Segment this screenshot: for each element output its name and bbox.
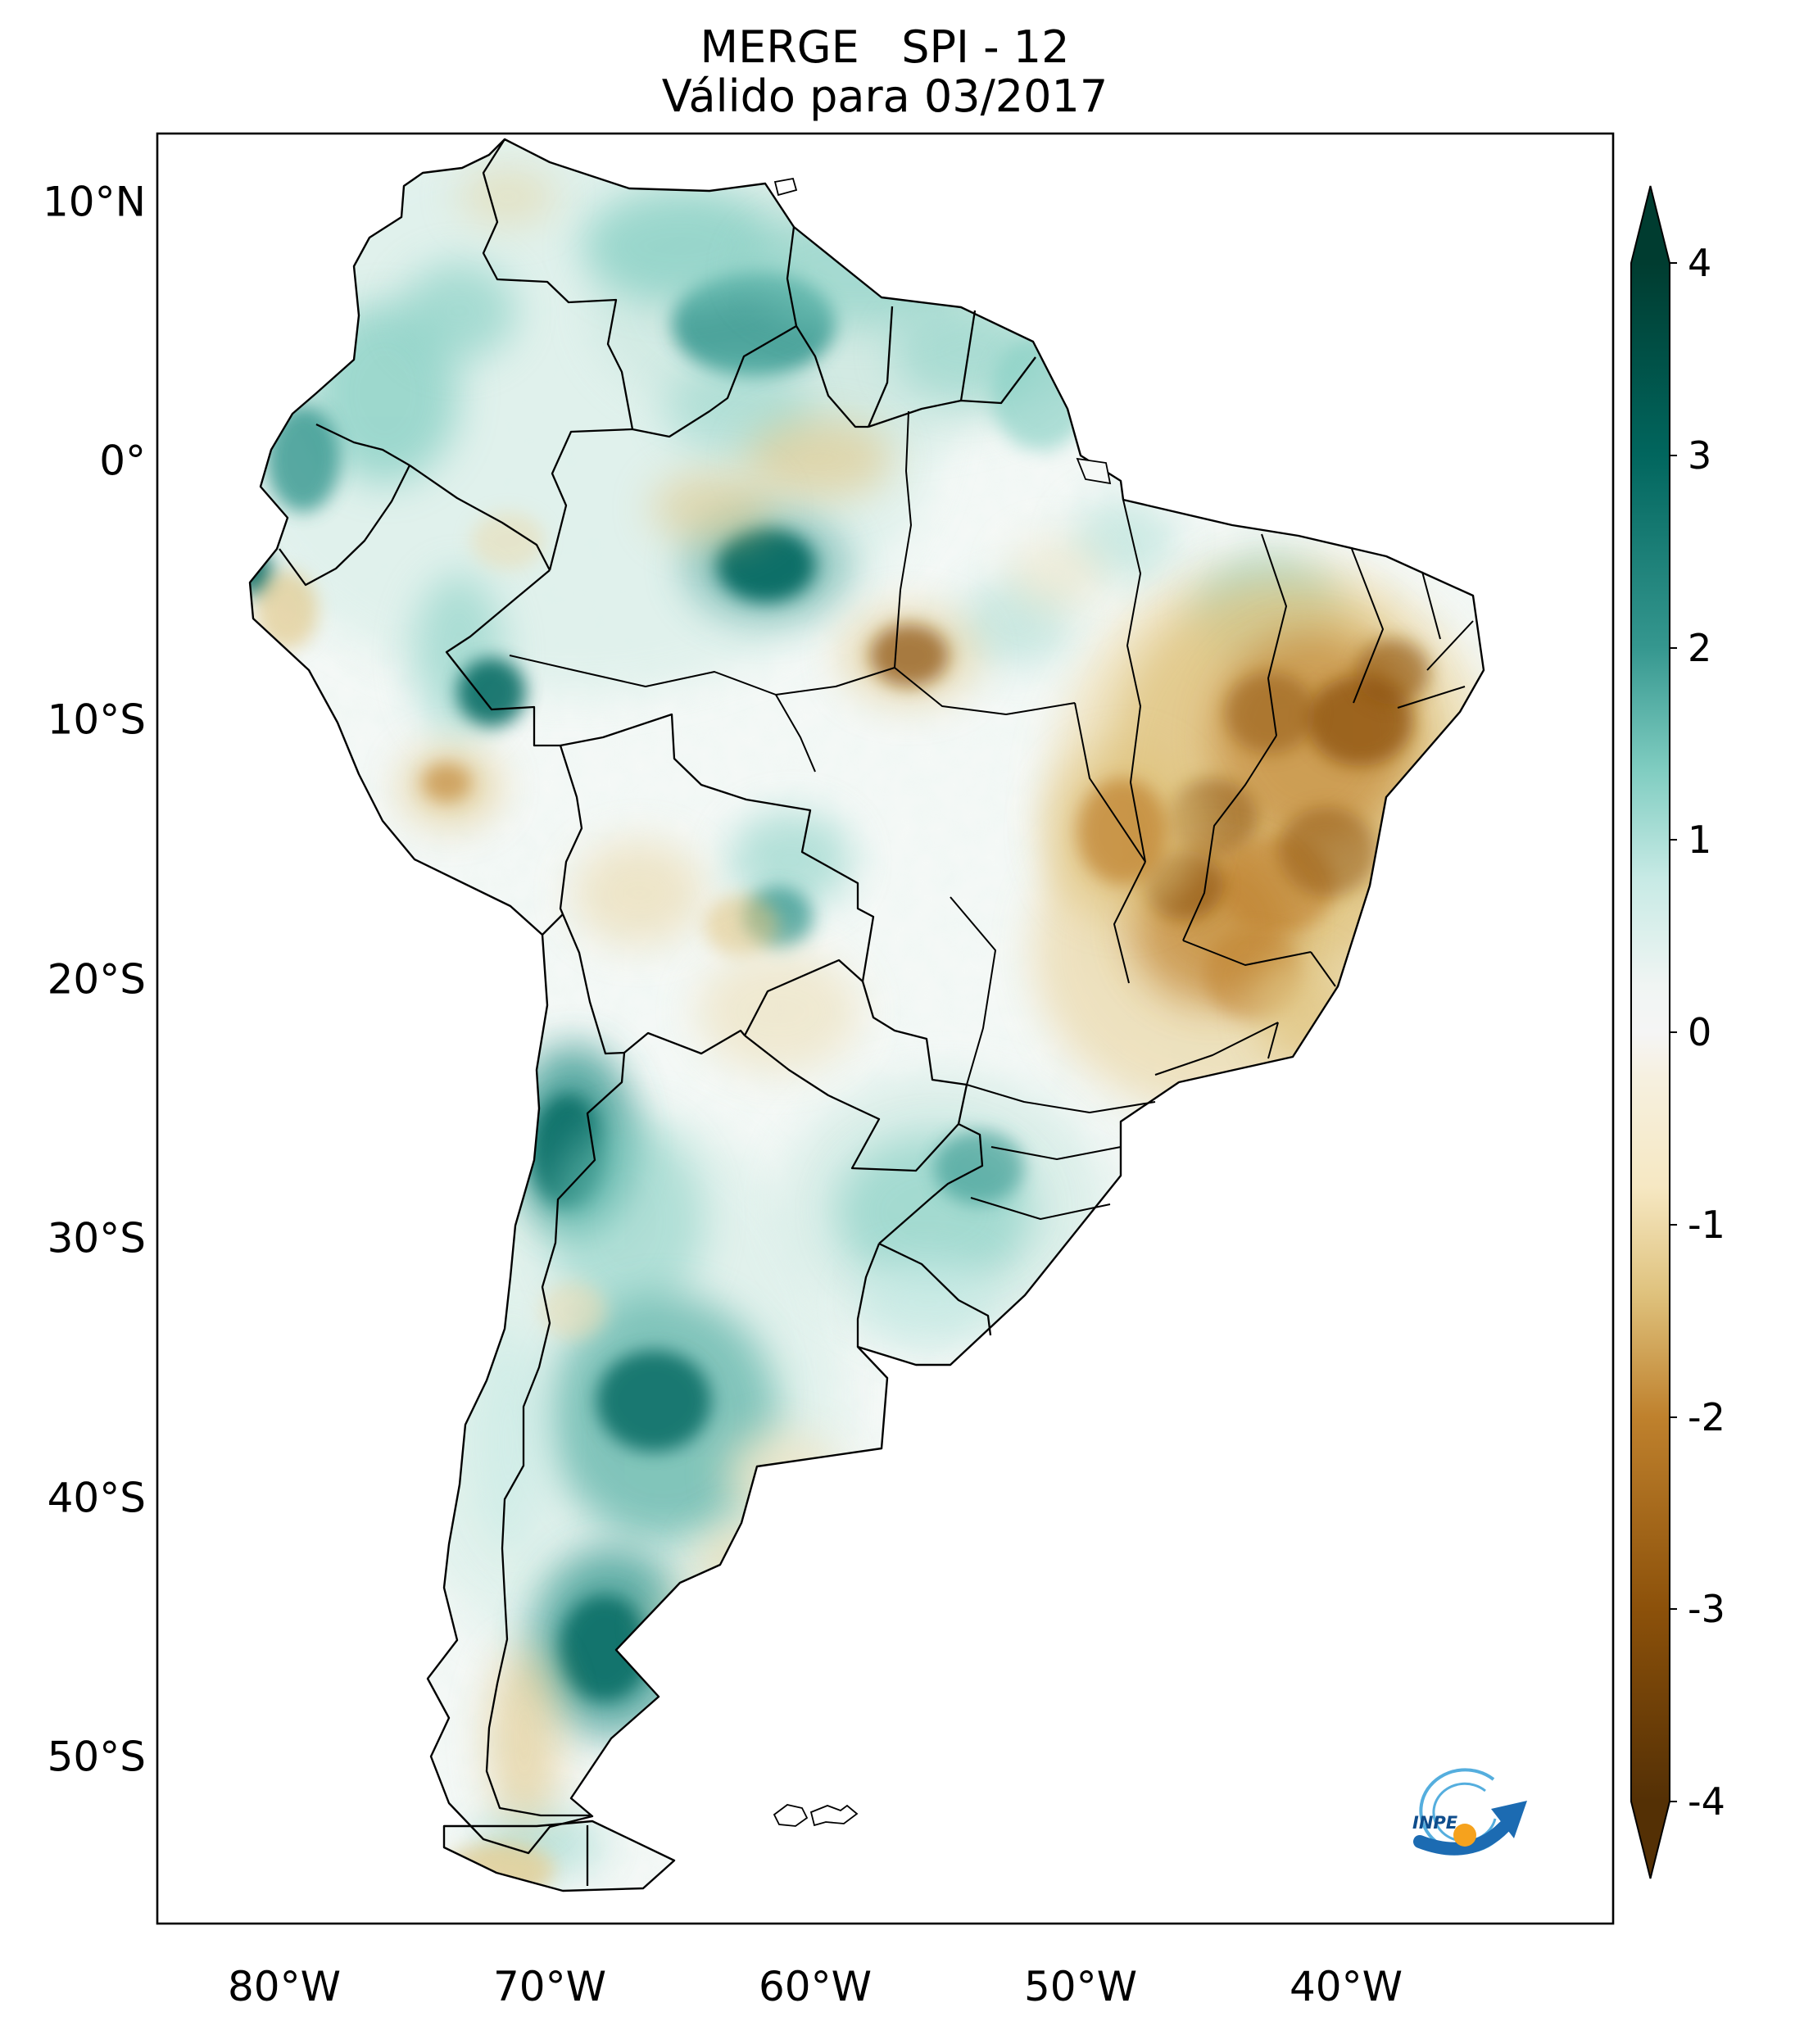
inpe-logo-arrow-icon — [1413, 1820, 1511, 1856]
colorbar-tick-label: -4 — [1688, 1779, 1725, 1824]
y-tick-label: 10°S — [48, 696, 146, 744]
inpe-logo-orange-dot — [1453, 1824, 1476, 1847]
map-content — [248, 138, 1485, 1892]
inpe-logo: INPE — [1412, 1768, 1527, 1856]
inpe-logo-text: INPE — [1412, 1813, 1458, 1833]
y-axis: 10°N 0° 10°S 20°S 30°S 40°S 50°S — [43, 179, 146, 1781]
spi-anomaly-shading — [250, 139, 1484, 1891]
x-tick-label: 80°W — [228, 1963, 341, 2010]
y-tick-label: 30°S — [48, 1215, 146, 1262]
colorbar-tick-label: 3 — [1688, 433, 1711, 478]
coastline — [248, 138, 1485, 1892]
inpe-logo-arrowhead-icon — [1491, 1801, 1527, 1838]
colorbar-tick-label: 0 — [1688, 1010, 1711, 1054]
x-tick-label: 40°W — [1290, 1963, 1403, 2010]
colorbar-tick-label: -3 — [1688, 1587, 1725, 1631]
map-frame — [156, 132, 1615, 1925]
y-tick-label: 20°S — [48, 956, 146, 1004]
small-islands — [773, 177, 1112, 1827]
marajo-outline — [1076, 457, 1112, 485]
colorbar: 4 3 2 1 0 -1 -2 -3 -4 — [1630, 185, 1725, 1879]
y-tick-label: 40°S — [48, 1475, 146, 1522]
trinidad-outline — [773, 177, 798, 197]
colorbar-tick-label: -2 — [1688, 1395, 1725, 1439]
colorbar-extend-min — [1631, 1802, 1670, 1879]
colorbar-gradient — [1631, 263, 1670, 1802]
colorbar-tick-labels: 4 3 2 1 0 -1 -2 -3 -4 — [1688, 241, 1725, 1824]
colorbar-tick-label: 2 — [1688, 626, 1711, 670]
x-tick-label: 70°W — [493, 1963, 606, 2010]
brazil-state-borders — [509, 410, 1474, 1220]
x-tick-label: 60°W — [759, 1963, 872, 2010]
x-tick-label: 50°W — [1024, 1963, 1137, 2010]
colorbar-tick-label: 1 — [1688, 818, 1711, 862]
figure-title: MERGE SPI - 12 — [700, 21, 1070, 73]
figure-subtitle: Válido para 03/2017 — [662, 70, 1108, 122]
y-tick-label: 10°N — [43, 179, 146, 226]
colorbar-tick-label: 4 — [1688, 241, 1711, 285]
y-tick-label: 0° — [99, 437, 146, 485]
colorbar-tick-marks — [1670, 262, 1677, 1802]
falkland-islands-outline — [773, 1804, 859, 1827]
tierra-del-fuego — [442, 1820, 676, 1892]
y-tick-label: 50°S — [48, 1734, 146, 1781]
x-axis: 80°W 70°W 60°W 50°W 40°W — [228, 1963, 1403, 2010]
colorbar-tick-label: -1 — [1688, 1203, 1725, 1247]
colorbar-extend-max — [1631, 186, 1670, 263]
